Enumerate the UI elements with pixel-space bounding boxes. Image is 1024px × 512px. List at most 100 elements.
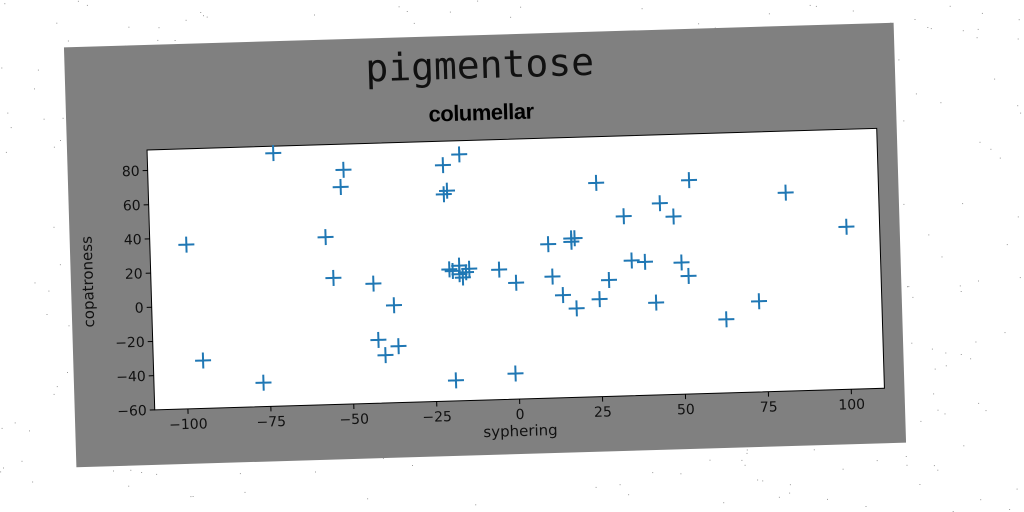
noise-dot <box>898 59 900 61</box>
noise-dot <box>34 88 35 90</box>
x-tick-label: −100 <box>169 416 208 433</box>
x-tick-label: 100 <box>838 397 865 414</box>
noise-dot <box>709 459 711 461</box>
y-tick-label: −40 <box>116 369 146 386</box>
noise-dot <box>5 151 7 153</box>
scatter-point <box>178 236 195 253</box>
noise-dot <box>29 430 30 432</box>
noise-dot <box>62 117 64 119</box>
scatter-point <box>591 291 608 308</box>
scatter-point <box>195 352 212 369</box>
noise-dot <box>156 473 158 475</box>
noise-dot <box>905 456 907 457</box>
scatter-point <box>438 182 456 199</box>
scatter-point <box>544 268 561 285</box>
noise-dot <box>619 484 621 486</box>
noise-dot <box>367 498 369 500</box>
noise-dot <box>903 120 905 122</box>
y-tick-label: 20 <box>125 266 143 283</box>
scatter-point <box>648 294 665 311</box>
scatter-point <box>447 372 464 389</box>
noise-dot <box>1 67 3 69</box>
x-tick-label: 50 <box>677 402 695 419</box>
noise-dot <box>852 10 854 12</box>
noise-dot <box>21 460 23 462</box>
noise-dot <box>53 226 55 228</box>
noise-dot <box>190 496 192 498</box>
noise-dot <box>762 480 764 482</box>
noise-dot <box>1006 244 1008 246</box>
noise-dot <box>200 12 202 13</box>
scatter-point <box>665 208 682 225</box>
noise-dot <box>413 22 415 24</box>
noise-dot <box>907 286 908 288</box>
noise-dot <box>48 290 50 292</box>
scatter-point <box>332 178 349 196</box>
noise-dot <box>911 342 913 344</box>
noise-dot <box>937 409 939 411</box>
scatter-point <box>540 236 557 253</box>
scatter-point <box>317 229 334 246</box>
scatter-point <box>777 184 794 201</box>
noise-dot <box>206 16 208 18</box>
noise-dot <box>7 112 9 114</box>
noise-dot <box>641 8 643 10</box>
scatter-point <box>838 218 855 235</box>
noise-dot <box>1017 216 1019 218</box>
noise-dot <box>314 14 315 16</box>
noise-dot <box>1 427 3 429</box>
x-axis-label: syphering <box>483 421 558 441</box>
noise-dot <box>977 28 979 30</box>
noise-dot <box>980 499 982 501</box>
noise-dot <box>53 393 55 395</box>
scatter-point <box>681 172 698 189</box>
noise-dot <box>975 341 977 343</box>
scatter-point <box>377 347 394 364</box>
noise-dot <box>813 449 815 451</box>
noise-dot <box>934 368 936 370</box>
y-tick-label: −20 <box>115 335 145 352</box>
noise-dot <box>937 469 939 471</box>
noise-dot <box>976 37 978 39</box>
noise-dot <box>962 203 964 205</box>
noise-dot <box>192 496 194 497</box>
x-tick-label: 25 <box>594 404 612 421</box>
x-tick-label: 75 <box>760 399 778 416</box>
noise-dot <box>628 494 630 496</box>
scatter-point <box>588 174 605 191</box>
noise-dot <box>32 481 34 483</box>
noise-dot <box>60 140 61 141</box>
y-axis-label: copatroness <box>78 236 99 328</box>
noise-dot <box>128 485 130 487</box>
noise-dot <box>1017 38 1019 40</box>
scatter-point <box>600 271 618 289</box>
noise-dot <box>927 27 929 28</box>
scatter-point <box>461 260 478 277</box>
noise-dot <box>757 479 759 481</box>
y-tick-label: 80 <box>122 164 140 181</box>
noise-dot <box>68 325 70 327</box>
scatter-point <box>451 257 468 274</box>
scatter-point <box>554 287 572 304</box>
noise-dot <box>510 16 512 18</box>
noise-dot <box>999 157 1001 159</box>
scatter-point <box>325 269 342 286</box>
noise-dot <box>933 465 935 467</box>
noise-dot <box>746 452 748 454</box>
scatter-point <box>255 374 272 391</box>
noise-dot <box>449 11 451 13</box>
scatter-point <box>458 264 475 281</box>
noise-dot <box>827 498 828 500</box>
noise-dot <box>912 296 914 298</box>
noise-dot <box>979 141 981 143</box>
scatter-point <box>491 261 508 278</box>
scatter-point <box>365 275 382 292</box>
noise-dot <box>1009 509 1011 510</box>
noise-dot <box>981 12 983 14</box>
noise-dot <box>37 69 39 71</box>
scatter-point <box>636 253 654 270</box>
noise-dot <box>698 23 700 25</box>
noise-dot <box>203 15 204 17</box>
y-tick-label: 40 <box>124 232 142 249</box>
noise-dot <box>915 93 917 95</box>
